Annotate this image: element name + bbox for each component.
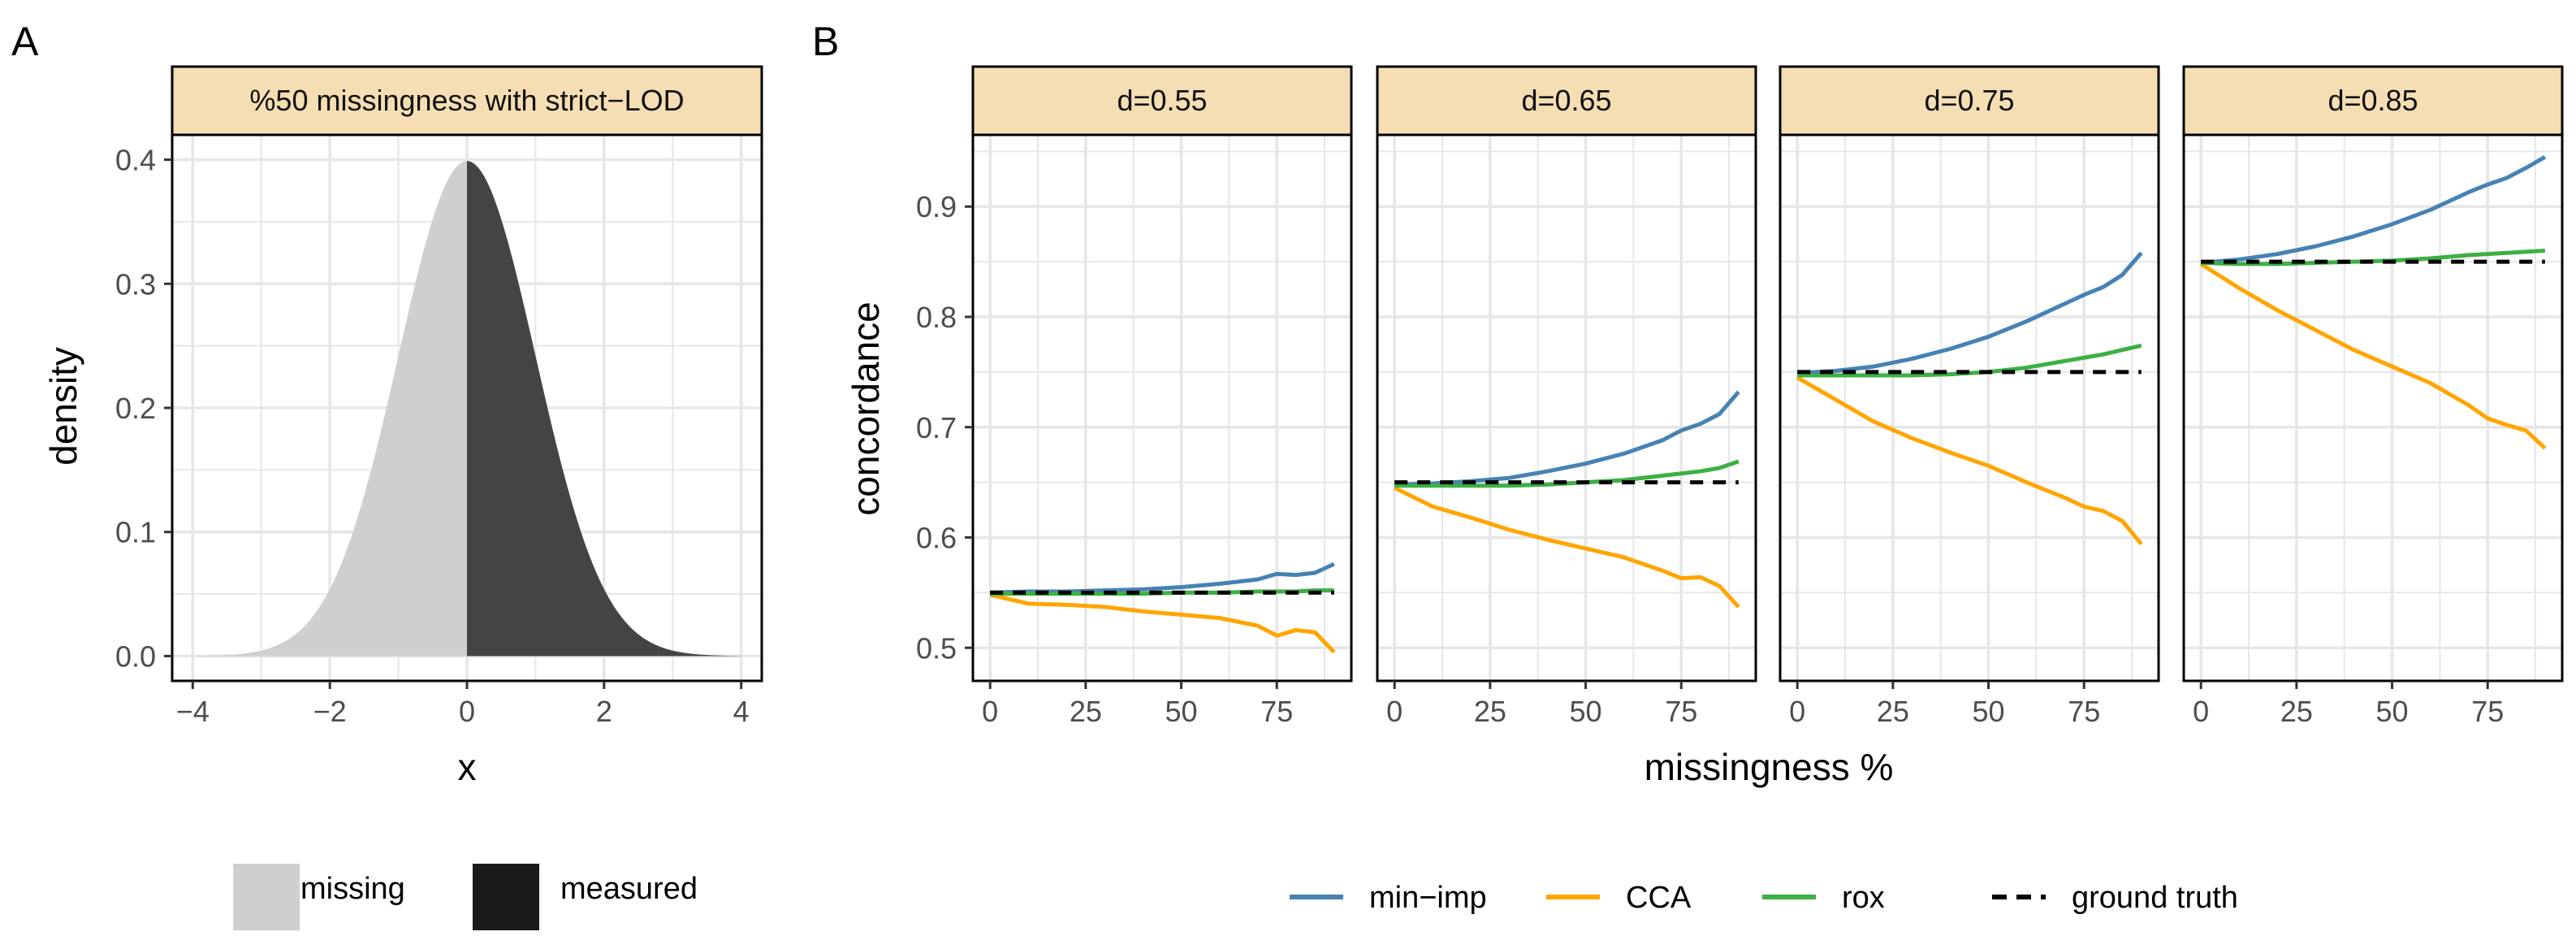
panel-a-label: A	[11, 19, 39, 64]
legend-label-missing: missing	[300, 872, 405, 906]
panel-a: %50 missingness with strict−LOD −4 −2 0 2 4 0…	[42, 65, 763, 788]
x-tick-label: 0	[1789, 695, 1805, 728]
x-tick-label: 25	[1070, 695, 1102, 728]
legend-b: min−imp CCA rox ground truth	[1290, 881, 2238, 915]
facet-border	[1779, 133, 2160, 682]
facet-strip	[1376, 65, 1757, 136]
facet-4: d=0.85 0 25 50 75	[2182, 65, 2564, 728]
facet-border	[971, 133, 1353, 682]
x-tick-label: 25	[1877, 695, 1909, 728]
facet-border	[1376, 133, 1757, 682]
facet-border	[2182, 133, 2564, 682]
x-tick-label: −2	[313, 695, 347, 728]
series-line-cca	[1394, 486, 1740, 609]
facet-strip	[2182, 65, 2564, 136]
series-line-min-imp	[1394, 390, 1740, 487]
series-line-rox	[1797, 343, 2142, 378]
y-tick-label: 0.6	[916, 522, 957, 555]
legend-label-min-imp: min−imp	[1369, 881, 1487, 915]
series-line-cca	[2199, 262, 2547, 450]
x-tick-label: 50	[1973, 695, 2005, 728]
x-tick-label: 4	[733, 695, 750, 728]
panel-b: d=0.55 0 25 50 75 0.5 0.6 0.7 0.8 0.9 d=0.65 0 25 50 7…	[845, 65, 2564, 788]
x-tick-label: 50	[1165, 695, 1198, 728]
y-tick-label: 0.7	[916, 411, 957, 444]
x-tick-label: 50	[1570, 695, 1602, 728]
x-tick-label: 75	[2471, 695, 2504, 728]
series-line-rox	[2201, 249, 2545, 266]
x-tick-label: 25	[1474, 695, 1506, 728]
y-tick-label: 0.1	[115, 516, 156, 549]
facet-1: d=0.55 0 25 50 75 0.5 0.6 0.7 0.8 0.9	[916, 65, 1353, 728]
y-tick-label: 0.3	[115, 267, 156, 301]
y-tick-label: 0.0	[115, 639, 156, 673]
y-tick-label: 0.4	[115, 144, 156, 177]
series-line-min-imp	[2200, 154, 2547, 265]
x-tick-label: 2	[596, 695, 612, 728]
y-tick-label: 0.9	[916, 190, 957, 223]
x-tick-label: 0	[459, 695, 475, 728]
legend-label-measured: measured	[560, 872, 698, 906]
facet-strip	[1779, 65, 2160, 136]
facet-title: d=0.85	[2327, 84, 2418, 117]
x-tick-label: 0	[1386, 695, 1403, 728]
x-tick-label: 0	[2193, 695, 2209, 728]
x-tick-label: 75	[2068, 695, 2100, 728]
x-tick-label: 75	[1260, 695, 1293, 728]
panel-b-y-axis-label: concordance	[845, 301, 887, 515]
y-tick-label: 0.2	[115, 392, 156, 425]
series-line-cca	[1796, 375, 2143, 546]
panel-b-label: B	[812, 19, 839, 64]
x-tick-label: 25	[2280, 695, 2313, 728]
panel-b-x-axis-label: missingness %	[1645, 746, 1894, 788]
x-tick-label: −4	[176, 695, 210, 728]
facet-2: d=0.65 0 25 50 75	[1376, 65, 1757, 728]
x-tick-label: 75	[1665, 695, 1697, 728]
y-tick-label: 0.8	[916, 301, 957, 334]
legend-label-ground-truth: ground truth	[2072, 881, 2238, 915]
facet-strip	[971, 65, 1353, 136]
series-line-cca	[989, 592, 1336, 654]
x-tick-label: 50	[2376, 695, 2409, 728]
legend-label-cca: CCA	[1626, 881, 1692, 915]
series-line-min-imp	[990, 561, 1335, 595]
legend-a: missing measured	[233, 864, 698, 930]
panel-a-y-axis-label: density	[42, 347, 84, 466]
facet-title: d=0.65	[1521, 84, 1611, 117]
facet-3: d=0.75 0 25 50 75	[1779, 65, 2160, 728]
facet-title: d=0.55	[1117, 84, 1207, 117]
area-missing	[192, 161, 468, 656]
legend-label-rox: rox	[1842, 881, 1885, 915]
panel-a-facet-title: %50 missingness with strict−LOD	[249, 84, 684, 117]
y-tick-label: 0.5	[916, 631, 957, 665]
legend-swatch-missing	[233, 864, 300, 930]
area-measured	[467, 161, 741, 656]
facet-title: d=0.75	[1924, 84, 2014, 117]
x-tick-label: 0	[982, 695, 998, 728]
legend-swatch-measured	[473, 864, 539, 930]
panel-a-x-axis-label: x	[458, 746, 477, 788]
panel-a-strip	[171, 65, 763, 136]
series-line-min-imp	[1797, 251, 2143, 375]
